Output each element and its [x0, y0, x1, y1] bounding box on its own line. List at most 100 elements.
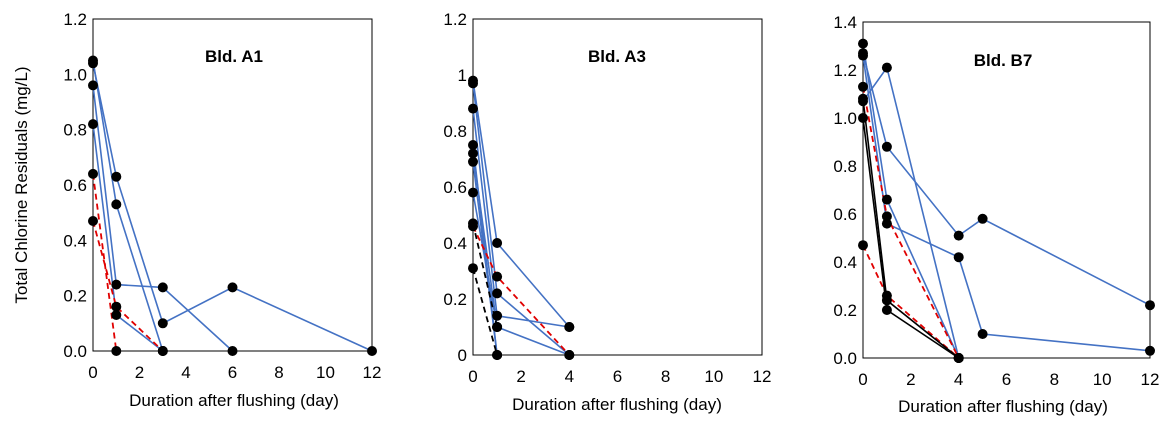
y-axis-title: Total Chlorine Residuals (mg/L) [12, 66, 31, 303]
data-point [227, 346, 238, 356]
data-point [881, 218, 892, 229]
data-point [492, 350, 503, 360]
data-point [953, 353, 964, 363]
x-tick-label: 0 [468, 367, 477, 386]
data-point [468, 263, 478, 274]
x-tick-label: 4 [954, 370, 963, 389]
x-tick-label: 2 [906, 370, 915, 389]
x-tick-label: 6 [228, 363, 237, 382]
x-tick-label: 12 [1141, 370, 1160, 389]
x-axis-title: Duration after flushing (day) [898, 397, 1108, 416]
y-tick-label: 0.4 [443, 234, 467, 253]
data-markers [858, 38, 1155, 363]
chart-panel-b7: Bld. B7 Duration after flushing (day) 0 2… [833, 13, 1159, 416]
data-point [881, 194, 892, 205]
data-point [1145, 300, 1155, 311]
data-point [111, 310, 122, 320]
data-point [111, 171, 122, 182]
data-point [858, 81, 868, 92]
x-tick-label: 12 [753, 367, 772, 386]
x-tick-label: 8 [1050, 370, 1059, 389]
x-tick-label: 8 [661, 367, 670, 386]
series-line [862, 43, 960, 359]
data-point [88, 119, 98, 130]
data-point [492, 288, 503, 299]
x-tick-label: 2 [135, 363, 144, 382]
data-point [858, 50, 868, 61]
series-lines [472, 80, 570, 356]
data-point [468, 140, 478, 150]
data-point [88, 216, 98, 226]
data-point [492, 238, 503, 248]
data-point [367, 346, 377, 356]
panel-title: Bld. B7 [974, 51, 1033, 70]
plot-frame [472, 18, 763, 356]
y-tick-label: 0.6 [833, 205, 857, 224]
data-point [157, 318, 168, 329]
panel-title: Bld. A1 [205, 47, 263, 66]
chart-panel-a3: Bld. A3 Duration after flushing (day) 0 2… [443, 10, 771, 414]
data-point [157, 346, 168, 356]
y-tick-label: 0.0 [63, 342, 87, 361]
data-point [564, 350, 575, 360]
panel-title: Bld. A3 [588, 47, 646, 66]
data-point [881, 141, 892, 152]
x-tick-label: 0 [88, 363, 97, 382]
series-line [92, 220, 164, 352]
series-line [92, 85, 234, 352]
y-tick-label: 1.2 [63, 10, 87, 29]
y-tick-label: 1 [458, 66, 467, 85]
data-point [881, 295, 892, 306]
data-point [492, 322, 503, 332]
x-tick-label: 12 [363, 363, 382, 382]
y-tick-label: 0.0 [833, 349, 857, 368]
data-point [468, 148, 478, 159]
series-line [472, 83, 570, 356]
x-axis-title: Duration after flushing (day) [512, 395, 722, 414]
x-tick-label: 4 [565, 367, 574, 386]
data-point [468, 187, 478, 198]
y-tick-label: 1.0 [63, 65, 87, 84]
y-tick-label: 1.2 [443, 10, 467, 29]
data-point [227, 282, 238, 293]
x-tick-label: 2 [516, 367, 525, 386]
x-tick-label: 0 [858, 370, 867, 389]
data-point [468, 221, 478, 232]
y-tick-label: 0.8 [63, 121, 87, 140]
data-point [157, 282, 168, 293]
series-line [472, 108, 570, 328]
x-tick-label: 10 [316, 363, 335, 382]
x-tick-label: 4 [181, 363, 190, 382]
data-markers [88, 55, 377, 356]
y-tick-label: 0.6 [63, 176, 87, 195]
x-tick-label: 10 [704, 367, 723, 386]
y-tick-label: 1.2 [833, 61, 857, 80]
x-tick-label: 6 [613, 367, 622, 386]
data-point [468, 156, 478, 167]
tick-labels: 0 2 4 6 8 10 12 0.0 0.2 0.4 0.6 0.8 1.0 1.2 [63, 10, 381, 382]
data-point [492, 271, 503, 282]
series-line [472, 192, 498, 328]
y-tick-label: 0 [458, 346, 467, 365]
y-tick-label: 0.4 [63, 231, 87, 250]
plot-frame [862, 21, 1151, 359]
data-point [953, 230, 964, 241]
data-point [977, 213, 988, 224]
data-point [111, 301, 122, 312]
data-point [977, 329, 988, 339]
y-tick-label: 1.0 [833, 109, 857, 128]
data-markers [468, 75, 575, 360]
data-point [88, 80, 98, 91]
tick-labels: 0 2 4 6 8 10 12 0.0 0.2 0.4 0.6 0.8 1.0 1.2 1.4 [833, 13, 1159, 389]
data-point [1145, 345, 1155, 356]
data-point [111, 199, 122, 210]
x-axis-title: Duration after flushing (day) [129, 391, 339, 410]
data-point [881, 211, 892, 222]
series-line [472, 223, 498, 328]
y-tick-label: 0.2 [443, 290, 467, 309]
data-point [881, 62, 892, 73]
data-point [492, 310, 503, 321]
data-point [468, 78, 478, 89]
x-tick-label: 10 [1093, 370, 1112, 389]
